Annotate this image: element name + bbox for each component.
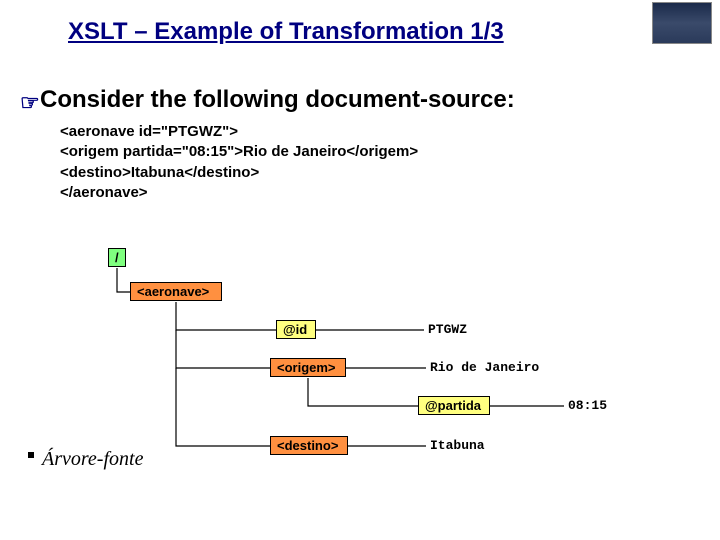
main-bullet-text: Consider the following document-source: <box>40 86 515 114</box>
code-line: <aeronave id="PTGWZ"> <box>60 122 418 142</box>
corner-logo <box>652 2 712 44</box>
tree-aeronave-node: <aeronave> <box>130 282 222 301</box>
tree-destino-node: <destino> <box>270 436 348 455</box>
tree-root-node: / <box>108 248 126 267</box>
code-line: <origem partida="08:15">Rio de Janeiro</… <box>60 142 418 162</box>
hand-bullet-icon: ☞ <box>20 90 40 116</box>
tree-id-attr-node: @id <box>276 320 316 339</box>
tree-origem-node: <origem> <box>270 358 346 377</box>
caption-bullet-icon <box>28 452 34 458</box>
code-line: <destino>Itabuna</destino> <box>60 163 418 183</box>
code-line: </aeronave> <box>60 183 418 203</box>
slide-title: XSLT – Example of Transformation 1/3 <box>68 18 504 46</box>
tree-leaf-partida: 08:15 <box>568 398 607 413</box>
tree-partida-attr-node: @partida <box>418 396 490 415</box>
tree-leaf-ptgwz: PTGWZ <box>428 322 467 337</box>
xml-code-block: <aeronave id="PTGWZ"> <origem partida="0… <box>60 122 418 203</box>
tree-leaf-rio: Rio de Janeiro <box>430 360 539 375</box>
tree-leaf-itabuna: Itabuna <box>430 438 485 453</box>
tree-caption: Árvore-fonte <box>42 448 143 471</box>
